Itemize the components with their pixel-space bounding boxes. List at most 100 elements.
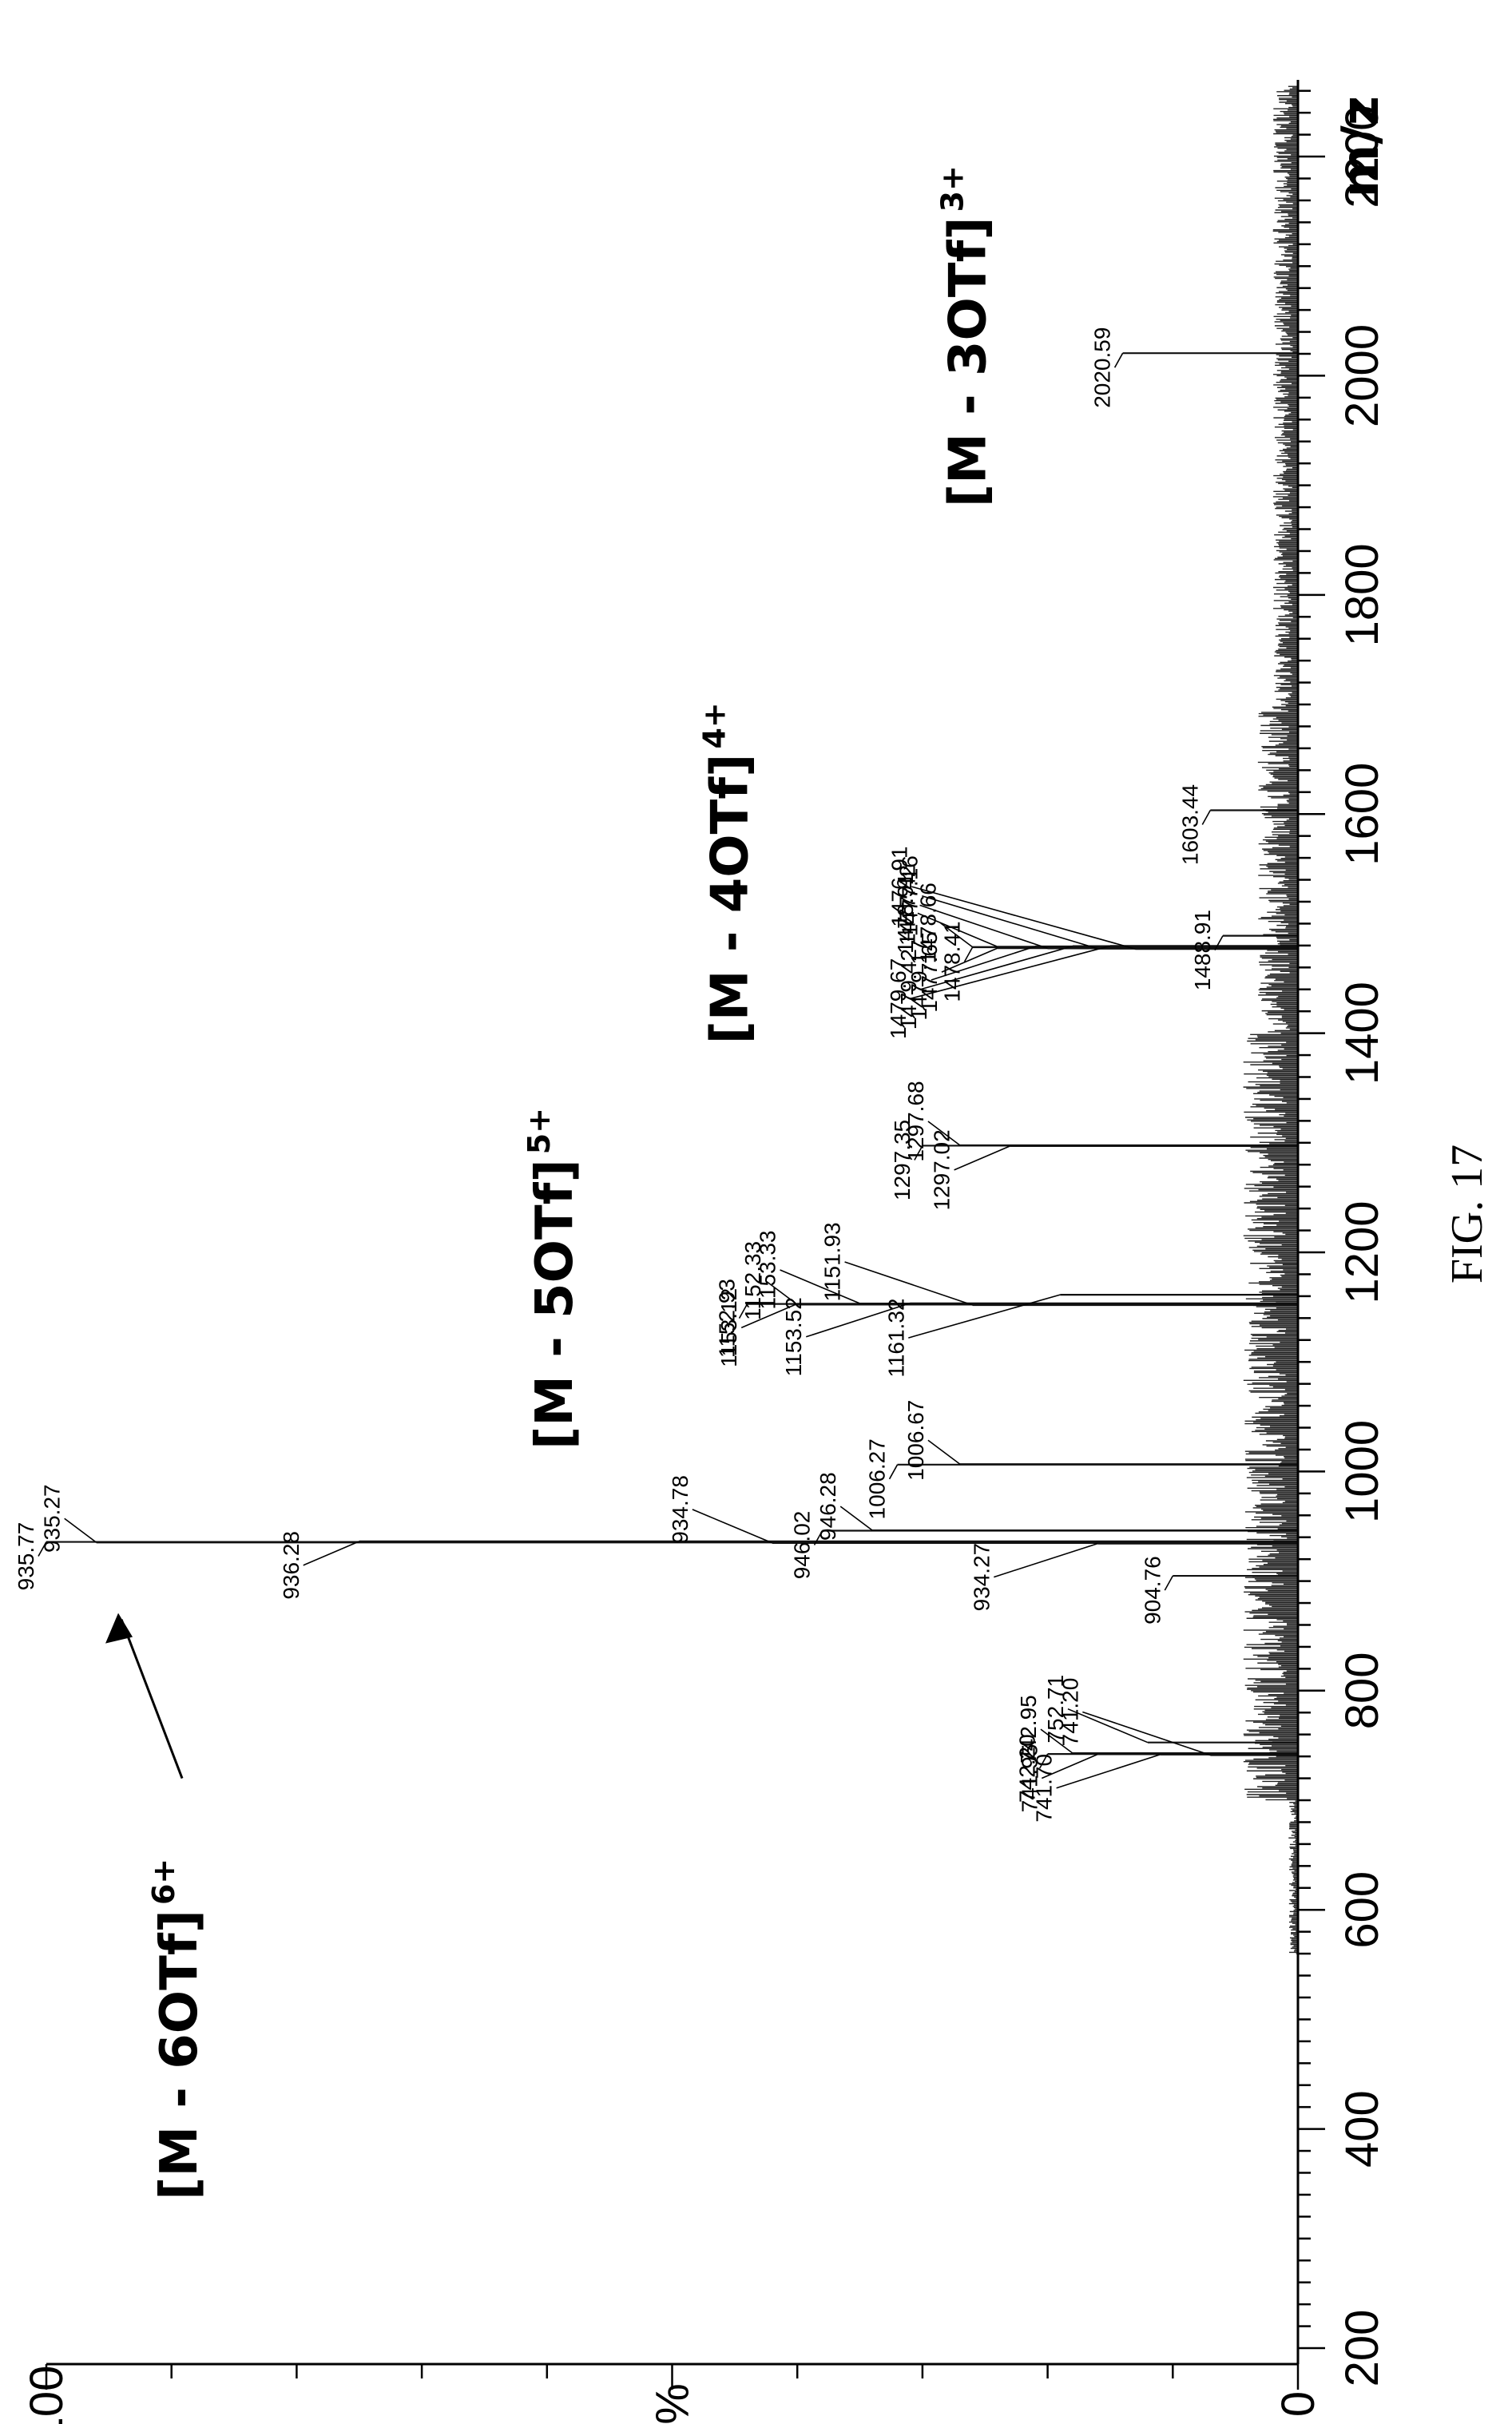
peak-label-leader	[1082, 1711, 1211, 1756]
peak-label-leader	[922, 895, 1098, 950]
x-tick-label: 400	[1336, 2090, 1388, 2168]
peak-label: 1297.35	[890, 1120, 915, 1200]
peak-label: 1478.66	[916, 883, 941, 963]
peak-label: 1153.33	[756, 1230, 780, 1309]
x-tick-label: 1800	[1336, 543, 1388, 646]
peak-label-leader	[927, 1121, 961, 1146]
peak-label-leader	[1214, 935, 1224, 951]
peak-label-leader	[917, 912, 998, 948]
peak-label: 1297.02	[930, 1129, 954, 1210]
peak-label-leader	[1201, 810, 1212, 825]
peak-label-leader	[941, 947, 998, 973]
peak-label: 935.77	[14, 1522, 38, 1591]
arrow-shaft	[120, 1619, 184, 1779]
x-tick-label: 600	[1336, 1871, 1388, 1949]
peak-label-leader	[888, 1464, 899, 1480]
ion-annotation-label: [M - 6OTf]	[150, 1910, 209, 2200]
ion-annotation-label: [M - 5OTf]	[526, 1159, 585, 1450]
peak-label-leader	[914, 1145, 923, 1160]
x-tick-label: 1000	[1336, 1420, 1388, 1523]
y-tick-label: 0	[1272, 2391, 1324, 2417]
peak-label: 1151.93	[820, 1222, 845, 1301]
peak-label: 1488.91	[1190, 910, 1215, 990]
ion-annotation-label: [M - 4OTf]	[701, 754, 760, 1045]
peak-label-leader	[303, 1541, 360, 1566]
peak-label: 2020.59	[1090, 327, 1115, 408]
peak-label-leader	[994, 1542, 1098, 1578]
baseline-noise	[1243, 85, 1298, 1954]
peak-label: 1161.32	[883, 1299, 908, 1378]
peak-label-leader	[920, 945, 1073, 990]
peak-label: 946.02	[790, 1511, 815, 1580]
peaks	[46, 352, 1298, 1756]
peak-label-leader	[940, 922, 974, 948]
ion-annotation-charge: 6+	[146, 1859, 181, 1905]
peak-label: 1006.27	[865, 1438, 890, 1519]
peak-label: 1297.68	[903, 1081, 928, 1161]
peak-label: 1479.42	[896, 949, 921, 1030]
peak-label: 1477.16	[897, 855, 922, 936]
peak-label-leader	[954, 1145, 1010, 1171]
peak-label: 904.76	[1140, 1556, 1165, 1625]
peak-label-leader	[1113, 352, 1124, 368]
peak-label: 1152.33	[740, 1241, 765, 1320]
ion-annotation-charge: 4+	[697, 702, 732, 748]
peak-label: 935.27	[40, 1484, 65, 1553]
peak-label: 741.70	[1032, 1754, 1057, 1823]
arrow-head	[105, 1613, 133, 1644]
peak-label: 1152.93	[715, 1279, 740, 1358]
peak-label-leader	[910, 945, 1111, 1000]
peak-label-leader	[1056, 1754, 1161, 1789]
peak-label: 946.28	[816, 1472, 840, 1541]
x-tick-label: 1400	[1336, 982, 1388, 1085]
peak-label: 1478.41	[940, 921, 965, 1002]
peak-label-leader	[38, 1541, 47, 1557]
peak-label: 741.95	[1017, 1744, 1042, 1813]
ion-annotation-charge: 3+	[935, 165, 970, 212]
peak-label-leader	[64, 1517, 97, 1543]
peak-label: 1006.67	[903, 1400, 928, 1481]
ion-annotation-charge: 5+	[522, 1108, 557, 1154]
peak-label: 1479.67	[886, 958, 911, 1039]
x-tick-label: 1200	[1336, 1201, 1388, 1304]
peak-label: 1153.12	[716, 1288, 741, 1367]
peak-label-leader	[927, 1439, 961, 1465]
peak-label-leader	[919, 904, 1048, 950]
peak-label: 1477.65	[917, 931, 942, 1012]
peak-label-leader	[738, 1303, 748, 1319]
x-tick-label: 1600	[1336, 763, 1388, 866]
peak-label-leader	[764, 1279, 798, 1306]
peak-label-leader	[1067, 1708, 1149, 1744]
peak-label-leader	[963, 946, 974, 962]
peak-label-leader	[805, 1303, 911, 1338]
peak-label: 1153.52	[781, 1297, 806, 1376]
axes: m/z 200400600800100012001400160018002000…	[21, 80, 1391, 2424]
peak-label: 936.28	[279, 1531, 304, 1600]
peak-label-leader	[911, 886, 1136, 950]
peak-label-leader	[908, 1294, 1061, 1339]
peak-label: 1476.91	[887, 846, 911, 926]
peak-label-leader	[1040, 1728, 1073, 1754]
peak-label: 934.78	[668, 1475, 693, 1544]
peak-label: 1478.91	[893, 873, 918, 954]
peak-label: 934.27	[969, 1543, 994, 1612]
peak-label: 1603.44	[1177, 784, 1202, 865]
peak-label-leader	[1041, 1753, 1098, 1779]
peak-label-leader	[931, 946, 1036, 981]
figure-caption: FIG. 17	[1443, 1145, 1492, 1283]
peak-label-leader	[1038, 1753, 1049, 1769]
x-tick-label: 800	[1336, 1652, 1388, 1729]
peak-label: 741.20	[1058, 1678, 1082, 1747]
peak-label: 1479.17	[907, 939, 931, 1020]
peak-label-leader	[813, 1530, 823, 1545]
y-tick-label: %	[647, 2383, 699, 2424]
peak-label: 742.95	[1016, 1695, 1041, 1763]
x-axis-label: m/z	[1331, 96, 1391, 197]
x-tick-label: 2200	[1336, 105, 1388, 208]
peak-label: 752.71	[1043, 1675, 1068, 1744]
x-tick-label: 2000	[1336, 324, 1388, 427]
peak-label-leader	[844, 1261, 973, 1306]
